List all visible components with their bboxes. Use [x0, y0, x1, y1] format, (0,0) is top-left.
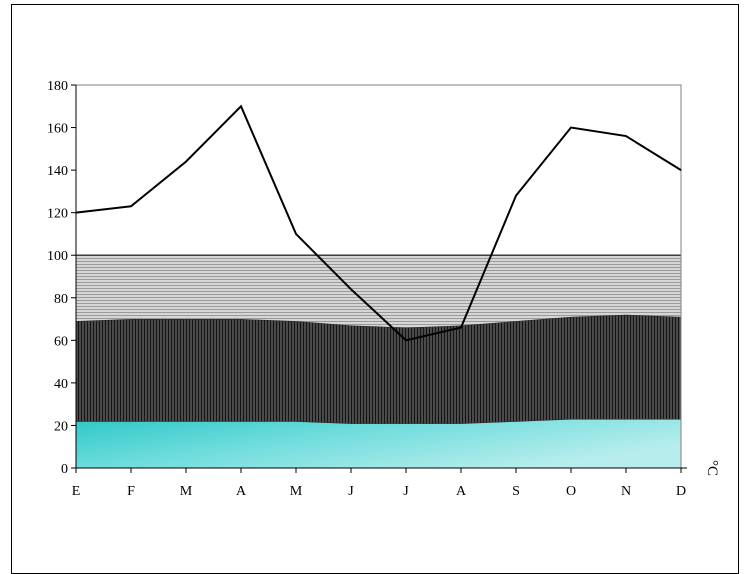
line-point-1	[75, 212, 77, 214]
line-point-7	[405, 339, 407, 341]
area-series-bottom	[76, 419, 681, 468]
y-tick-label-60: 60	[54, 334, 68, 349]
x-tick-label-5: M	[290, 484, 303, 499]
line-point-5	[295, 233, 297, 235]
x-tick-label-11: N	[621, 484, 631, 499]
y-tick-label-120: 120	[47, 207, 68, 222]
y-tick-label-0: 0	[61, 462, 68, 477]
x-tick-label-6: J	[348, 484, 354, 499]
x-tick-label-4: A	[236, 484, 247, 499]
unit-label: °C	[704, 460, 720, 476]
area-series-top	[76, 255, 681, 328]
line-point-12	[680, 169, 682, 171]
x-tick-label-3: M	[180, 484, 193, 499]
x-tick-label-9: S	[512, 484, 520, 499]
x-tick-label-2: F	[127, 484, 135, 499]
y-tick-label-180: 180	[47, 79, 68, 94]
line-point-11	[625, 135, 627, 137]
y-tick-label-100: 100	[47, 249, 68, 264]
line-point-6	[350, 288, 352, 290]
line-series	[75, 104, 682, 342]
area-series-middle	[76, 314, 681, 424]
x-tick-label-8: A	[456, 484, 467, 499]
y-tick-label-80: 80	[54, 292, 68, 307]
x-tick-label-10: O	[566, 484, 576, 499]
line-point-2	[130, 205, 132, 207]
line-point-10	[570, 127, 572, 129]
line-point-4	[240, 105, 242, 107]
x-tick-label-12: D	[676, 484, 686, 499]
y-tick-label-40: 40	[54, 377, 68, 392]
y-tick-label-160: 160	[47, 122, 68, 137]
line-point-9	[515, 195, 517, 197]
x-tick-label-7: J	[403, 484, 409, 499]
y-tick-label-20: 20	[54, 419, 68, 434]
y-tick-label-140: 140	[47, 164, 68, 179]
x-tick-label-1: E	[72, 484, 81, 499]
line-point-3	[185, 161, 187, 163]
line-point-8	[460, 327, 462, 329]
